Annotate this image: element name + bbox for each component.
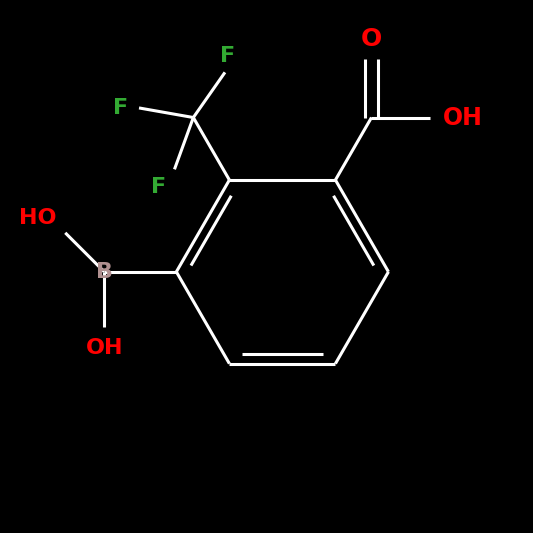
Text: B: B [96,262,113,282]
Text: O: O [361,27,382,51]
Text: HO: HO [19,207,57,228]
Text: F: F [220,46,235,66]
Text: OH: OH [442,106,482,130]
Text: F: F [114,98,128,118]
Text: F: F [151,177,166,197]
Text: OH: OH [85,337,123,358]
